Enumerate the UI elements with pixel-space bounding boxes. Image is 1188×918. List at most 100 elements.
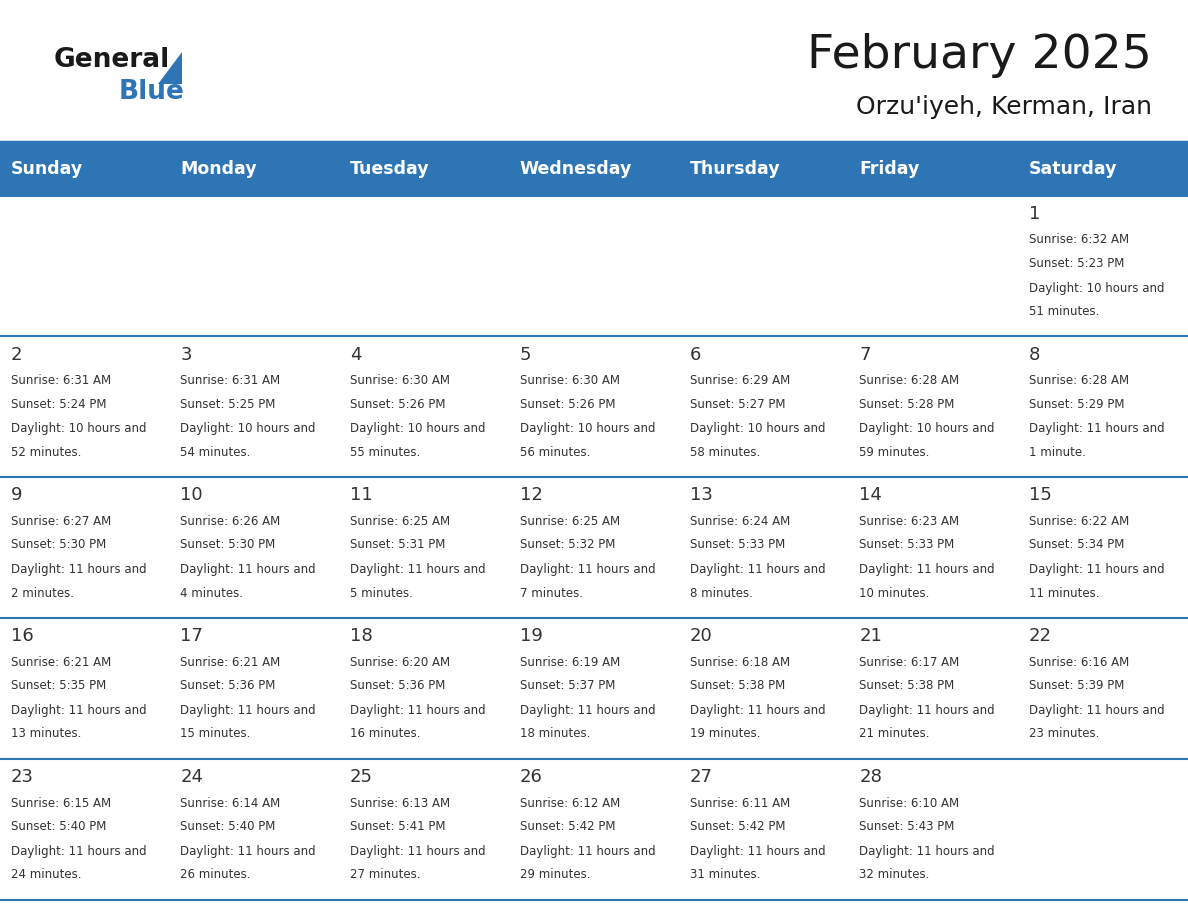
Text: Sunset: 5:30 PM: Sunset: 5:30 PM: [11, 539, 106, 552]
Text: Sunset: 5:27 PM: Sunset: 5:27 PM: [689, 397, 785, 410]
Text: Sunrise: 6:23 AM: Sunrise: 6:23 AM: [859, 515, 960, 528]
Text: Sunrise: 6:12 AM: Sunrise: 6:12 AM: [520, 797, 620, 810]
Text: Sunrise: 6:24 AM: Sunrise: 6:24 AM: [689, 515, 790, 528]
Bar: [510, 196, 678, 336]
Text: 5: 5: [520, 345, 531, 364]
Text: February 2025: February 2025: [808, 32, 1152, 78]
Bar: [678, 196, 848, 336]
Text: Daylight: 11 hours and: Daylight: 11 hours and: [859, 704, 994, 717]
Text: 31 minutes.: 31 minutes.: [689, 868, 760, 881]
Text: Daylight: 11 hours and: Daylight: 11 hours and: [1029, 564, 1164, 577]
Bar: [170, 477, 340, 618]
Text: Daylight: 10 hours and: Daylight: 10 hours and: [11, 422, 146, 435]
Text: Daylight: 10 hours and: Daylight: 10 hours and: [520, 422, 656, 435]
Bar: [340, 142, 510, 196]
Bar: [340, 196, 510, 336]
Text: 56 minutes.: 56 minutes.: [520, 446, 590, 459]
Text: 25: 25: [350, 768, 373, 786]
Text: Sunset: 5:26 PM: Sunset: 5:26 PM: [520, 397, 615, 410]
Polygon shape: [158, 52, 182, 84]
Text: Daylight: 11 hours and: Daylight: 11 hours and: [350, 704, 486, 717]
Text: 18: 18: [350, 627, 373, 645]
Text: 7 minutes.: 7 minutes.: [520, 587, 583, 599]
Text: Sunrise: 6:30 AM: Sunrise: 6:30 AM: [350, 375, 450, 387]
Text: 2 minutes.: 2 minutes.: [11, 587, 74, 599]
Bar: [0, 759, 170, 900]
Text: Sunset: 5:31 PM: Sunset: 5:31 PM: [350, 539, 446, 552]
Text: Sunset: 5:26 PM: Sunset: 5:26 PM: [350, 397, 446, 410]
Text: Sunset: 5:34 PM: Sunset: 5:34 PM: [1029, 539, 1124, 552]
Text: Sunset: 5:33 PM: Sunset: 5:33 PM: [859, 539, 954, 552]
Text: Sunset: 5:23 PM: Sunset: 5:23 PM: [1029, 257, 1124, 270]
Bar: [678, 477, 848, 618]
Bar: [678, 336, 848, 477]
Text: Sunset: 5:38 PM: Sunset: 5:38 PM: [689, 679, 785, 692]
Text: Sunset: 5:38 PM: Sunset: 5:38 PM: [859, 679, 954, 692]
Text: Sunset: 5:36 PM: Sunset: 5:36 PM: [350, 679, 446, 692]
Text: Daylight: 11 hours and: Daylight: 11 hours and: [859, 564, 994, 577]
Bar: [510, 142, 678, 196]
Text: Sunrise: 6:25 AM: Sunrise: 6:25 AM: [520, 515, 620, 528]
Bar: [0, 142, 170, 196]
Text: 24: 24: [181, 768, 203, 786]
Text: 59 minutes.: 59 minutes.: [859, 446, 930, 459]
Bar: [678, 618, 848, 759]
Bar: [340, 618, 510, 759]
Text: 7: 7: [859, 345, 871, 364]
Text: 15 minutes.: 15 minutes.: [181, 727, 251, 741]
Text: 23 minutes.: 23 minutes.: [1029, 727, 1099, 741]
Text: Sunset: 5:28 PM: Sunset: 5:28 PM: [859, 397, 955, 410]
Text: Sunset: 5:39 PM: Sunset: 5:39 PM: [1029, 679, 1124, 692]
Text: 29 minutes.: 29 minutes.: [520, 868, 590, 881]
Text: Sunrise: 6:14 AM: Sunrise: 6:14 AM: [181, 797, 280, 810]
Bar: [678, 142, 848, 196]
Bar: [1018, 336, 1188, 477]
Text: Sunrise: 6:16 AM: Sunrise: 6:16 AM: [1029, 655, 1130, 669]
Text: Sunset: 5:29 PM: Sunset: 5:29 PM: [1029, 397, 1125, 410]
Text: Sunrise: 6:26 AM: Sunrise: 6:26 AM: [181, 515, 280, 528]
Text: Daylight: 11 hours and: Daylight: 11 hours and: [11, 845, 146, 857]
Text: Daylight: 11 hours and: Daylight: 11 hours and: [181, 704, 316, 717]
Text: Sunrise: 6:28 AM: Sunrise: 6:28 AM: [859, 375, 960, 387]
Text: Sunrise: 6:22 AM: Sunrise: 6:22 AM: [1029, 515, 1130, 528]
Bar: [1018, 477, 1188, 618]
Text: 10: 10: [181, 487, 203, 504]
Text: 13: 13: [689, 487, 713, 504]
Text: 21: 21: [859, 627, 883, 645]
Text: Sunset: 5:24 PM: Sunset: 5:24 PM: [11, 397, 106, 410]
Text: 10 minutes.: 10 minutes.: [859, 587, 930, 599]
Text: Daylight: 11 hours and: Daylight: 11 hours and: [689, 704, 826, 717]
Text: Tuesday: Tuesday: [350, 160, 430, 178]
Text: 22: 22: [1029, 627, 1053, 645]
Text: Sunrise: 6:27 AM: Sunrise: 6:27 AM: [11, 515, 110, 528]
Text: Sunrise: 6:21 AM: Sunrise: 6:21 AM: [181, 655, 280, 669]
Text: 2: 2: [11, 345, 23, 364]
Text: 32 minutes.: 32 minutes.: [859, 868, 930, 881]
Text: Daylight: 10 hours and: Daylight: 10 hours and: [689, 422, 824, 435]
Bar: [510, 618, 678, 759]
Text: Sunset: 5:40 PM: Sunset: 5:40 PM: [11, 820, 106, 834]
Bar: [1018, 142, 1188, 196]
Bar: [848, 196, 1018, 336]
Bar: [848, 759, 1018, 900]
Text: Daylight: 10 hours and: Daylight: 10 hours and: [181, 422, 316, 435]
Text: Sunrise: 6:13 AM: Sunrise: 6:13 AM: [350, 797, 450, 810]
Text: 19 minutes.: 19 minutes.: [689, 727, 760, 741]
Text: Daylight: 11 hours and: Daylight: 11 hours and: [689, 564, 826, 577]
Text: Daylight: 10 hours and: Daylight: 10 hours and: [350, 422, 486, 435]
Text: Saturday: Saturday: [1029, 160, 1118, 178]
Text: Sunrise: 6:19 AM: Sunrise: 6:19 AM: [520, 655, 620, 669]
Text: Sunday: Sunday: [11, 160, 83, 178]
Text: Sunset: 5:36 PM: Sunset: 5:36 PM: [181, 679, 276, 692]
Text: Sunrise: 6:31 AM: Sunrise: 6:31 AM: [11, 375, 110, 387]
Text: Daylight: 11 hours and: Daylight: 11 hours and: [689, 845, 826, 857]
Text: Daylight: 11 hours and: Daylight: 11 hours and: [181, 564, 316, 577]
Text: Daylight: 11 hours and: Daylight: 11 hours and: [1029, 422, 1164, 435]
Bar: [510, 477, 678, 618]
Text: Daylight: 11 hours and: Daylight: 11 hours and: [11, 704, 146, 717]
Bar: [170, 196, 340, 336]
Text: Sunset: 5:32 PM: Sunset: 5:32 PM: [520, 539, 615, 552]
Text: Daylight: 11 hours and: Daylight: 11 hours and: [350, 564, 486, 577]
Bar: [170, 336, 340, 477]
Text: Orzu'iyeh, Kerman, Iran: Orzu'iyeh, Kerman, Iran: [857, 95, 1152, 119]
